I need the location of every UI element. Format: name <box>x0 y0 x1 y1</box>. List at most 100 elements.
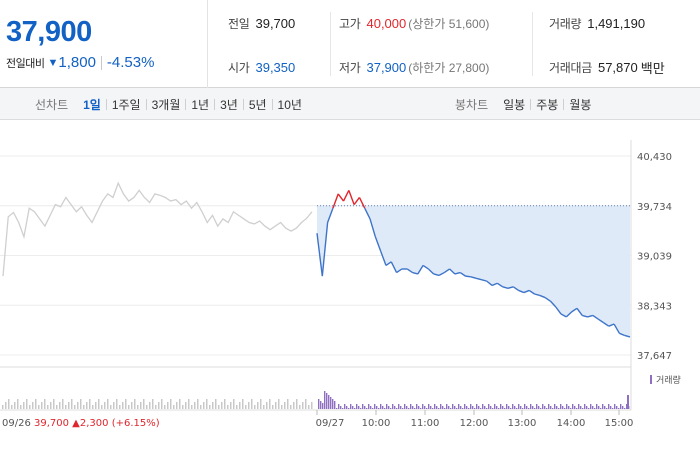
volume-bar <box>478 406 480 409</box>
volume-bar <box>227 405 229 409</box>
volume-bar <box>203 402 205 409</box>
volume-bar <box>354 408 356 409</box>
price-chart[interactable]: 40,430 39,734 39,039 38,343 37,647 거래량 09/27 10… <box>0 120 700 450</box>
period-1w[interactable]: 1주일 <box>111 97 141 112</box>
volume-bar <box>624 408 626 409</box>
volume-bar <box>119 405 121 409</box>
today-line-segment <box>491 282 498 287</box>
volume-bar <box>430 406 432 409</box>
today-line-segment <box>422 264 429 270</box>
volume-bar <box>146 405 148 409</box>
volume-bar <box>212 402 214 409</box>
volume-bar <box>356 404 358 409</box>
candle-monthly[interactable]: 월봉 <box>569 97 592 112</box>
volume-bar <box>550 406 552 409</box>
volume-bar <box>330 397 332 409</box>
volume-bar <box>35 399 37 409</box>
volume-bar <box>364 406 366 409</box>
volume-bar <box>155 405 157 409</box>
summary-part: 09/26 <box>2 418 31 429</box>
candle-daily[interactable]: 일봉 <box>503 97 526 112</box>
volume-bar <box>548 404 550 409</box>
volume-bar <box>53 399 55 409</box>
volume-bar <box>161 399 163 409</box>
volume-bar <box>334 401 336 409</box>
volume-bar <box>528 408 530 409</box>
amount-unit: 백만 <box>640 60 665 76</box>
volume-bar <box>472 406 474 409</box>
volume-bar <box>396 408 398 409</box>
volume-bar <box>336 408 338 409</box>
volume-bar <box>400 406 402 409</box>
today-line-segment <box>427 268 435 275</box>
x-tick-label: 11:00 <box>411 418 440 429</box>
volume-bar <box>152 399 154 409</box>
volume-bar <box>358 406 360 409</box>
period-3y[interactable]: 3년 <box>220 97 238 112</box>
volume-bar <box>140 402 142 409</box>
volume-bar <box>588 408 590 409</box>
volume-bar <box>278 399 280 409</box>
volume-bar <box>215 399 217 409</box>
volume-bar <box>372 408 374 409</box>
volume-bar <box>197 399 199 409</box>
today-line-segment <box>337 193 345 202</box>
volume-bar <box>122 402 124 409</box>
volume-bar <box>608 404 610 409</box>
volume-bar <box>86 402 88 409</box>
today-line-segment <box>486 280 493 286</box>
volume-bar <box>302 402 304 409</box>
period-1y[interactable]: 1년 <box>191 97 210 112</box>
volume-bar <box>558 408 560 409</box>
amount-value: 57,870 <box>597 59 638 75</box>
volume-bar <box>390 408 392 409</box>
summary-part: (+6.15%) <box>109 418 160 429</box>
volume-bar <box>113 402 115 409</box>
volume-bar <box>305 399 307 409</box>
volume-bar <box>308 405 310 409</box>
period-3m[interactable]: 3개월 <box>151 97 181 112</box>
today-line-segment <box>528 289 535 295</box>
volume-bar <box>362 404 364 409</box>
volume-bar <box>444 408 446 409</box>
today-line-segment <box>433 273 440 277</box>
volume-bar <box>167 402 169 409</box>
volume-bar <box>326 393 328 409</box>
volume-bar <box>508 406 510 409</box>
volume-bar <box>245 405 247 409</box>
period-10y[interactable]: 10년 <box>277 97 302 112</box>
volume-bar <box>311 402 313 409</box>
volume-bar <box>233 399 235 409</box>
today-line-segment <box>374 236 382 252</box>
divider <box>214 98 216 110</box>
volume-bar <box>23 402 25 409</box>
volume-bar <box>284 402 286 409</box>
volume-bar <box>340 406 342 409</box>
volume-bar <box>552 408 554 409</box>
volume-bar <box>290 405 292 409</box>
volume-bar <box>482 404 484 409</box>
summary-part: 2,300 <box>80 418 109 429</box>
period-1d[interactable]: 1일 <box>83 97 101 112</box>
today-line-segment <box>438 271 445 277</box>
volume-bar <box>542 404 544 409</box>
x-tick-label: 09/27 <box>316 418 345 429</box>
open-label: 시가 <box>228 60 250 75</box>
today-line-segment <box>582 314 588 318</box>
volume-legend: 거래량 <box>656 374 681 386</box>
current-price: 37,900 <box>6 16 92 48</box>
volume-bar <box>318 399 320 409</box>
volume-bar <box>462 408 464 409</box>
candle-weekly[interactable]: 주봉 <box>536 97 559 112</box>
period-5y[interactable]: 5년 <box>248 97 267 112</box>
volume-bar <box>496 406 498 409</box>
volume-bar <box>424 406 426 409</box>
volume-legend-swatch <box>650 375 652 384</box>
volume-bar <box>590 404 592 409</box>
volume-bar <box>612 408 614 409</box>
volume-bar <box>524 404 526 409</box>
volume-bar <box>83 405 85 409</box>
y-tick-label: 40,430 <box>637 152 672 163</box>
volume-bar <box>266 402 268 409</box>
volume-bar <box>404 404 406 409</box>
